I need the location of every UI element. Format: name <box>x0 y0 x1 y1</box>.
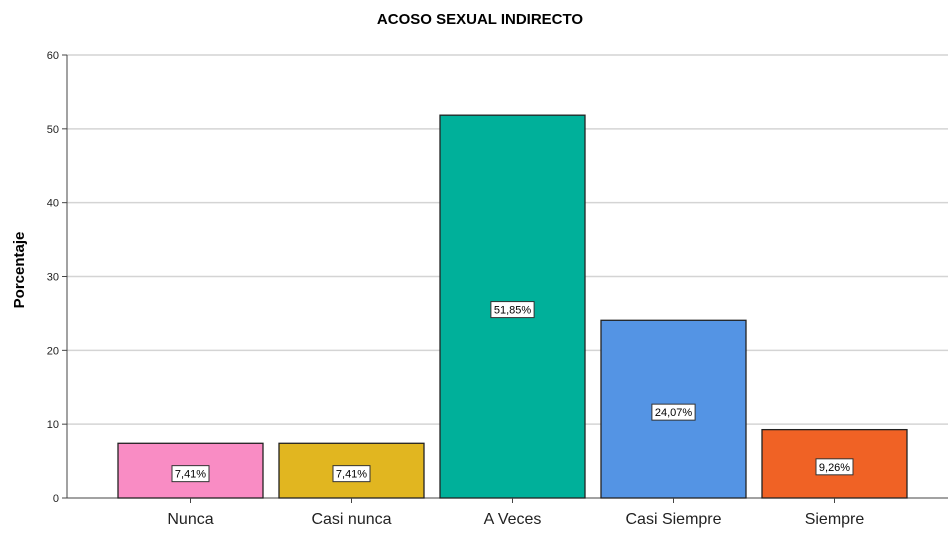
data-label: 51,85% <box>494 305 532 317</box>
data-label-box <box>490 301 535 319</box>
y-tick-label: 20 <box>47 345 59 357</box>
data-label-box <box>332 465 371 483</box>
x-tick-label: Casi nunca <box>311 511 391 528</box>
y-tick-label: 0 <box>53 493 59 505</box>
bars: 7,41% 7,41% 51,85% 24,07% 9,26% <box>117 114 908 499</box>
y-tick-label: 60 <box>47 50 59 62</box>
y-tick-label: 10 <box>47 419 59 431</box>
x-tick-label: Siempre <box>805 511 865 528</box>
y-tick-label: 40 <box>47 198 59 210</box>
chart-title: ACOSO SEXUAL INDIRECTO <box>377 11 583 28</box>
y-tick-label: 50 <box>47 124 59 136</box>
data-label: 7,41% <box>175 469 206 481</box>
data-label-box <box>651 403 696 421</box>
data-label-box <box>815 458 854 476</box>
data-label: 24,07% <box>655 407 693 419</box>
data-label: 7,41% <box>336 469 367 481</box>
data-label-box <box>171 465 210 483</box>
y-axis-ticks: 0 10 20 30 40 50 60 <box>47 50 67 505</box>
data-label: 9,26% <box>819 462 850 474</box>
y-axis-label: Porcentaje <box>11 232 28 309</box>
x-tick-label: A Veces <box>484 511 542 528</box>
x-tick-label: Nunca <box>167 511 213 528</box>
y-tick-label: 30 <box>47 272 59 284</box>
x-tick-label: Casi Siempre <box>625 511 721 528</box>
x-axis-ticks: Nunca Casi nunca A Veces Casi Siempre Siempr… <box>167 498 864 528</box>
